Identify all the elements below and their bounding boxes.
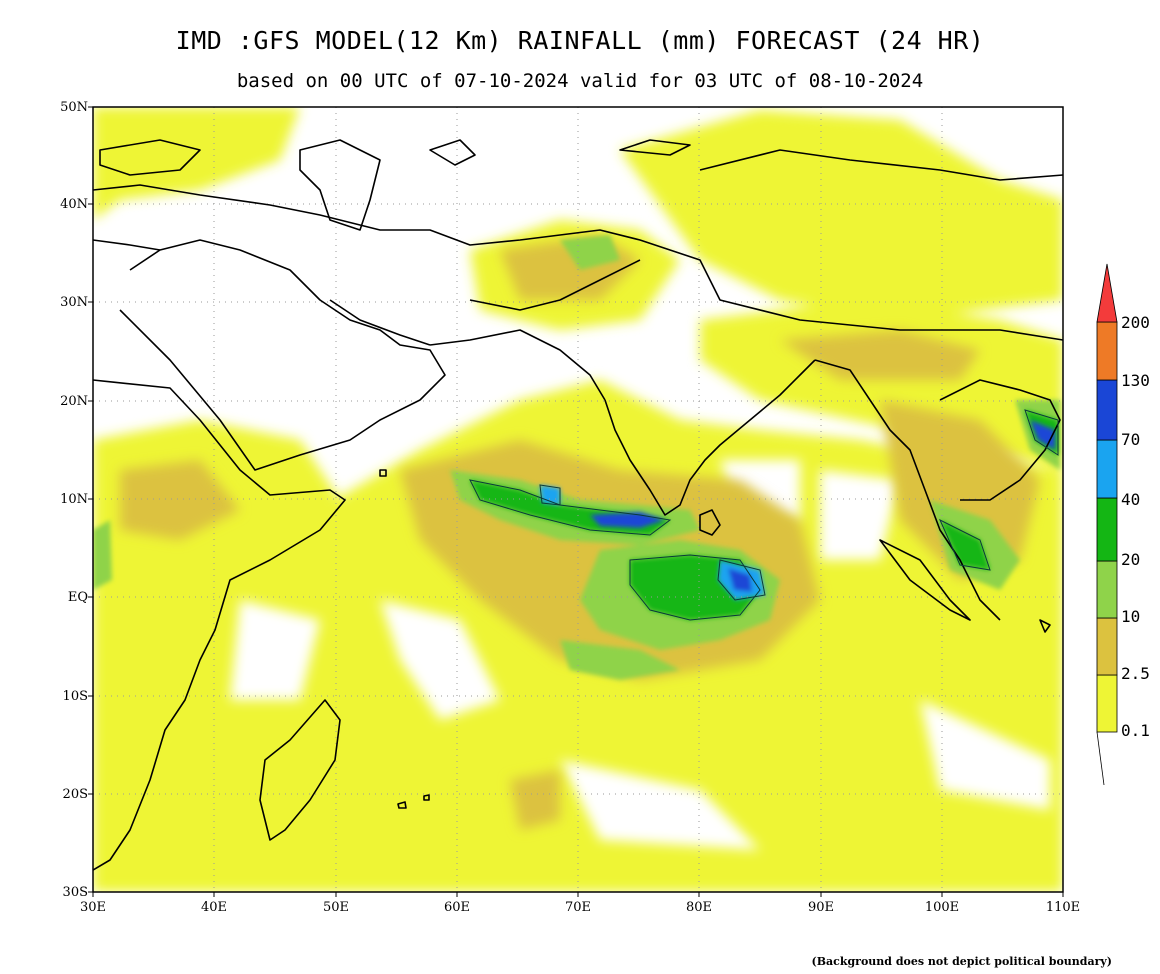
lon-label-40e: 40E (200, 900, 228, 915)
footnote: (Background does not depict political bo… (811, 955, 1112, 968)
graticule (93, 107, 1063, 892)
lat-label-10n: 10N (60, 492, 88, 507)
lat-label-10s: 10S (62, 689, 88, 704)
lon-label-60e: 60E (443, 900, 471, 915)
lat-label-20n: 20N (60, 394, 88, 409)
colorbar-label-2-5: 2.5 (1121, 664, 1150, 683)
chart-subtitle: based on 00 UTC of 07-10-2024 valid for … (236, 70, 924, 92)
lat-label-30s: 30S (62, 885, 88, 900)
colorbar-label-10: 10 (1121, 607, 1141, 626)
lon-label-90e: 90E (807, 900, 835, 915)
colorbar-swatch-3 (1096, 497, 1118, 562)
chart-title: IMD :GFS MODEL(12 Km) RAINFALL (mm) FORE… (175, 26, 985, 55)
colorbar-label-130: 130 (1121, 371, 1150, 390)
colorbar-swatch-5 (1096, 379, 1118, 441)
axis-ticks (88, 106, 1064, 897)
lon-label-110e: 110E (1045, 900, 1081, 915)
colorbar-swatch-4 (1096, 439, 1118, 499)
colorbar-label-40: 40 (1121, 490, 1141, 509)
colorbar-swatch-0 (1096, 674, 1118, 733)
lat-label-30n: 30N (60, 295, 88, 310)
lon-label-100e: 100E (924, 900, 960, 915)
colorbar (1096, 263, 1118, 786)
colorbar-swatch-1 (1096, 617, 1118, 676)
colorbar-label-0-1: 0.1 (1121, 721, 1150, 740)
lat-label-40n: 40N (60, 197, 88, 212)
coastlines (93, 139, 1063, 871)
colorbar-swatch-6 (1096, 321, 1118, 381)
colorbar-swatch-7 (1096, 263, 1118, 323)
lat-label-eq: EQ (67, 590, 88, 605)
lon-label-70e: 70E (564, 900, 592, 915)
lon-label-80e: 80E (685, 900, 713, 915)
lon-label-30e: 30E (79, 900, 107, 915)
rain-contours (469, 409, 1059, 621)
lat-label-50n: 50N (60, 100, 88, 115)
colorbar-label-200: 200 (1121, 313, 1150, 332)
lat-label-20s: 20S (62, 787, 88, 802)
colorbar-swatch-2 (1096, 560, 1118, 619)
lon-label-50e: 50E (322, 900, 350, 915)
dry-patches (230, 460, 1050, 850)
colorbar-label-20: 20 (1121, 550, 1141, 569)
colorbar-label-70: 70 (1121, 430, 1141, 449)
